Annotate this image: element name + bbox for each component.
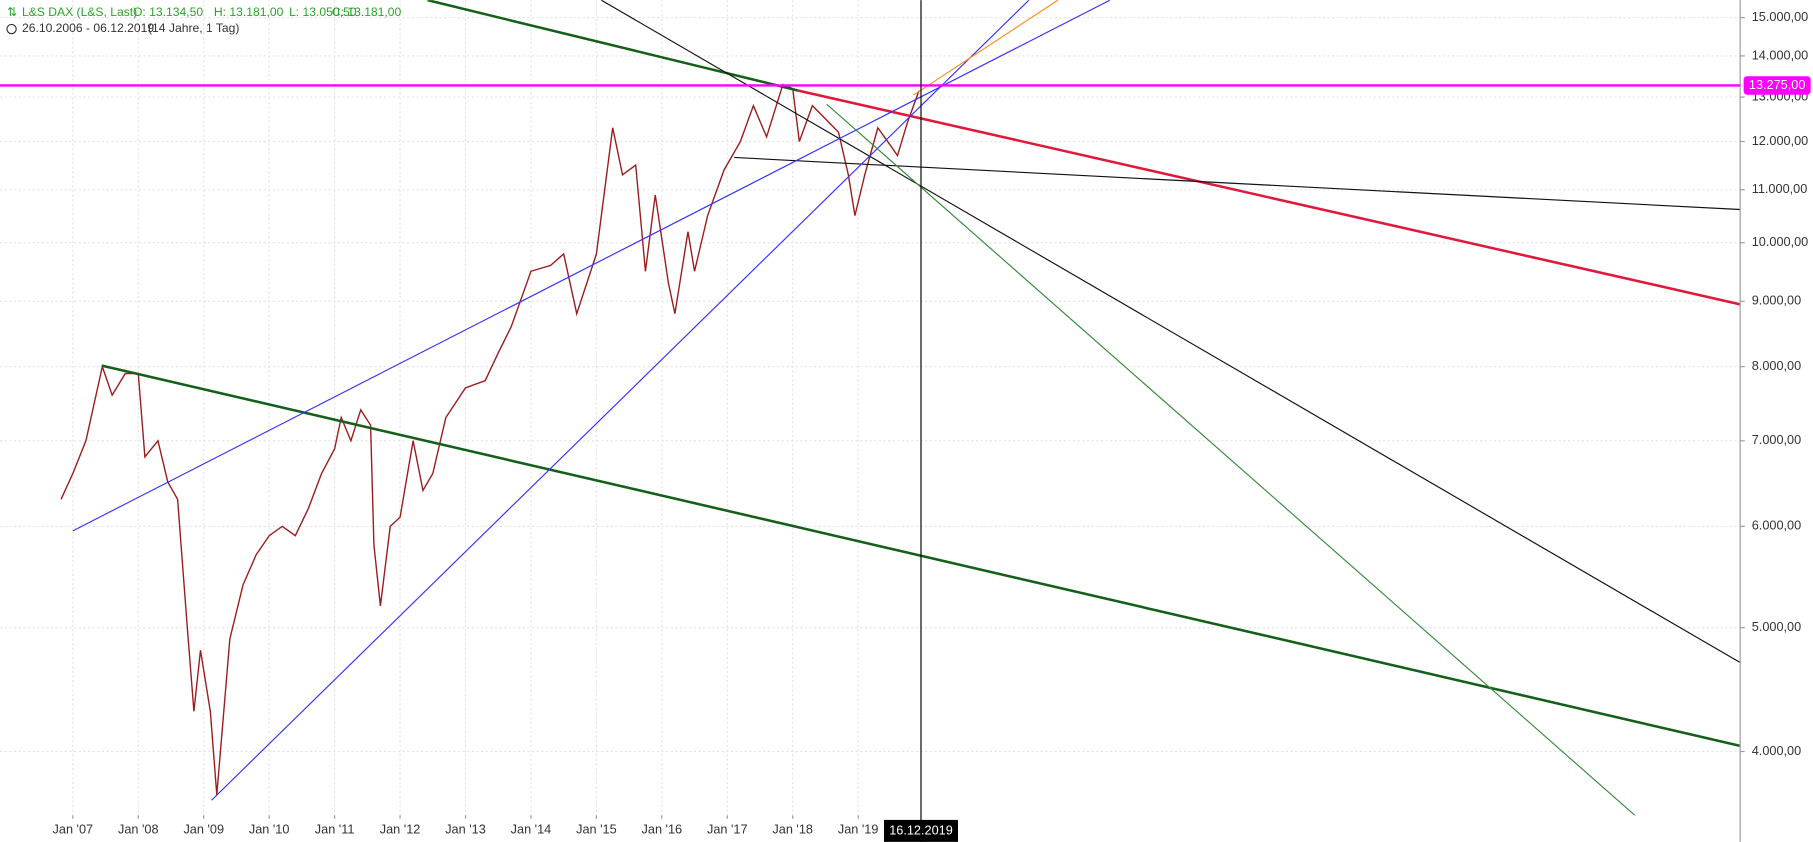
trend-line	[600, 0, 1741, 664]
y-tick-label: 6.000,00	[1752, 518, 1801, 533]
chart-icon: ⇅	[7, 5, 17, 19]
x-tick-label: Jan '13	[445, 822, 486, 837]
price-level-label: 13.275,00	[1749, 77, 1806, 92]
y-tick-label: 10.000,00	[1752, 234, 1809, 249]
trend-line	[211, 0, 1030, 801]
open: O: 13.134,50	[133, 5, 203, 19]
plot-area	[60, 0, 1741, 816]
y-tick-label: 8.000,00	[1752, 358, 1801, 373]
x-tick-label: Jan '11	[315, 822, 355, 837]
trend-line	[913, 0, 1059, 96]
y-tick-label: 14.000,00	[1752, 47, 1809, 62]
low: L: 13.050,50	[289, 5, 357, 19]
y-tick-label: 5.000,00	[1752, 619, 1801, 634]
grid	[0, 0, 1741, 816]
trend-line	[734, 156, 1741, 211]
high: H: 13.181,00	[214, 5, 284, 19]
period: 26.10.2006 - 06.12.2019	[22, 21, 154, 35]
y-tick-label: 7.000,00	[1752, 432, 1801, 447]
x-tick-label: Jan '07	[53, 822, 94, 837]
x-tick-label: Jan '15	[576, 822, 617, 837]
trend-line	[427, 0, 799, 92]
clock-icon	[6, 23, 17, 35]
instrument: L&S DAX (L&S, Last)	[22, 5, 137, 19]
crosshair-box	[883, 819, 958, 842]
price-line	[60, 83, 920, 795]
x-tick-label: Jan '16	[642, 822, 683, 837]
x-tick-label: Jan '17	[707, 822, 748, 837]
trend-line	[797, 89, 1741, 306]
y-tick-label: 12.000,00	[1752, 133, 1809, 148]
x-tick-label: Jan '18	[772, 822, 813, 837]
x-tick-label: Jan '12	[380, 822, 421, 837]
x-tick-label: Jan '14	[511, 822, 552, 837]
x-tick-label: Jan '09	[183, 822, 224, 837]
x-tick-label: Jan '08	[118, 822, 159, 837]
y-tick-label: 9.000,00	[1752, 293, 1801, 308]
x-tick-label: Jan '10	[249, 822, 290, 837]
y-tick-label: 11.000,00	[1752, 181, 1808, 196]
x-tick-label: Jan '19	[838, 822, 879, 837]
y-tick-label: 4.000,00	[1752, 743, 1801, 758]
trend-line	[826, 103, 1636, 816]
y-tick-label: 15.000,00	[1752, 9, 1809, 24]
span: (14 Jahre, 1 Tag)	[148, 21, 239, 35]
crosshair-label: 16.12.2019	[889, 822, 953, 837]
price-level-box	[1743, 76, 1811, 95]
trend-line	[72, 0, 1111, 532]
close: C: 13.181,00	[332, 5, 402, 19]
